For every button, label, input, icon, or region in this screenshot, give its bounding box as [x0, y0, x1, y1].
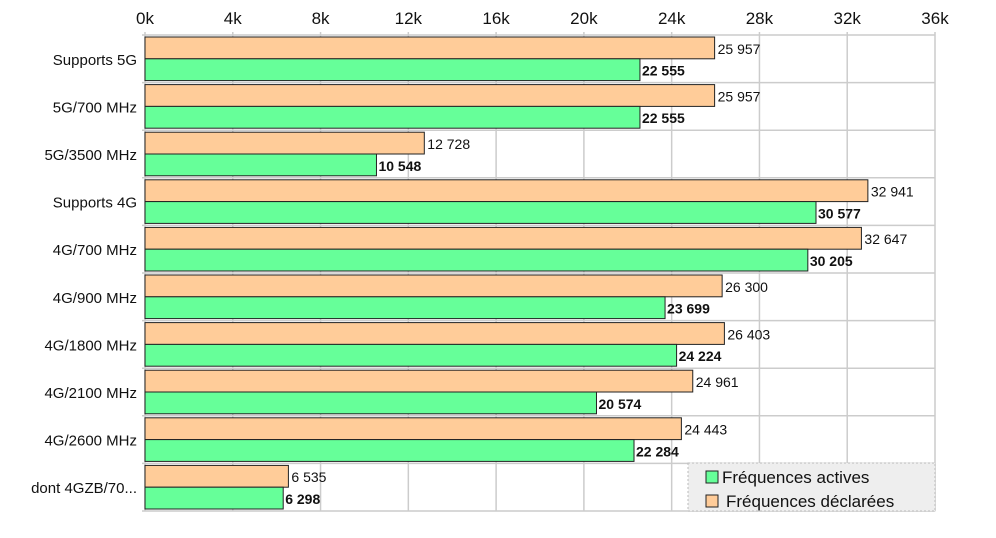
data-label-actives: 23 699: [667, 301, 710, 317]
bar-declarees: [144, 464, 289, 488]
x-tick-label: 4k: [224, 9, 242, 28]
legend: [687, 462, 936, 512]
bar-declarees: [144, 36, 716, 60]
bar-declarees: [144, 84, 716, 107]
data-label-declarees: 24 961: [696, 374, 739, 390]
bar-actives: [144, 58, 641, 82]
bar-actives: [144, 486, 284, 510]
data-label-actives: 20 574: [598, 396, 641, 412]
x-tick-label: 24k: [658, 9, 686, 28]
bar-declarees: [144, 131, 425, 155]
x-tick-label: 16k: [482, 9, 510, 28]
y-tick-label: 4G/700 MHz: [53, 242, 137, 259]
data-label-actives: 10 548: [378, 158, 421, 174]
y-tick-label: 5G/700 MHz: [53, 99, 137, 116]
y-tick-label: dont 4GZB/70...: [31, 480, 137, 497]
bar-declarees: [144, 226, 862, 250]
y-tick-label: 4G/1800 MHz: [44, 337, 137, 354]
data-label-declarees: 25 957: [718, 41, 761, 57]
data-label-actives: 24 224: [679, 348, 722, 364]
data-label-actives: 6 298: [285, 491, 320, 507]
data-label-declarees: 32 941: [871, 184, 914, 200]
legend-swatch: [705, 494, 719, 508]
x-tick-label: 12k: [395, 9, 423, 28]
data-label-declarees: 24 443: [684, 422, 727, 438]
y-tick-label: Supports 5G: [53, 52, 137, 69]
bar-actives: [144, 105, 641, 129]
bar-actives: [144, 391, 597, 415]
x-tick-label: 32k: [834, 9, 862, 28]
data-label-actives: 30 205: [810, 253, 853, 269]
x-tick-label: 36k: [921, 9, 949, 28]
data-label-actives: 22 284: [636, 443, 679, 459]
bar-actives: [144, 201, 817, 224]
bar-declarees: [144, 369, 694, 393]
x-tick-label: 20k: [570, 9, 598, 28]
bar-actives: [144, 248, 809, 272]
data-label-declarees: 32 647: [864, 231, 907, 247]
x-tick-label: 8k: [312, 9, 330, 28]
bar-declarees: [144, 179, 869, 203]
bar-actives: [144, 296, 666, 320]
x-tick-label: 28k: [746, 9, 774, 28]
bar-actives: [144, 343, 678, 367]
data-label-declarees: 26 300: [725, 279, 768, 295]
data-label-declarees: 25 957: [718, 88, 761, 104]
bar-declarees: [144, 274, 723, 298]
legend-label: Fréquences actives: [722, 468, 869, 487]
y-tick-label: Supports 4G: [53, 195, 137, 212]
y-tick-label: 5G/3500 MHz: [44, 147, 137, 164]
y-tick-label: 4G/900 MHz: [53, 290, 137, 307]
legend-swatch: [705, 470, 719, 484]
data-label-actives: 30 577: [818, 205, 861, 221]
bar-actives: [144, 153, 377, 177]
bar-actives: [144, 439, 635, 462]
data-label-declarees: 26 403: [727, 326, 770, 342]
data-label-actives: 22 555: [642, 110, 685, 126]
y-tick-label: 4G/2600 MHz: [44, 433, 137, 450]
data-label-declarees: 6 535: [291, 469, 326, 485]
data-label-declarees: 12 728: [427, 136, 470, 152]
bar-declarees: [144, 417, 682, 441]
y-tick-label: 4G/2100 MHz: [44, 385, 137, 402]
x-tick-label: 0k: [136, 9, 154, 28]
legend-label: Fréquences déclarées: [726, 492, 894, 511]
bar-declarees: [144, 322, 725, 345]
data-label-actives: 22 555: [642, 63, 685, 79]
